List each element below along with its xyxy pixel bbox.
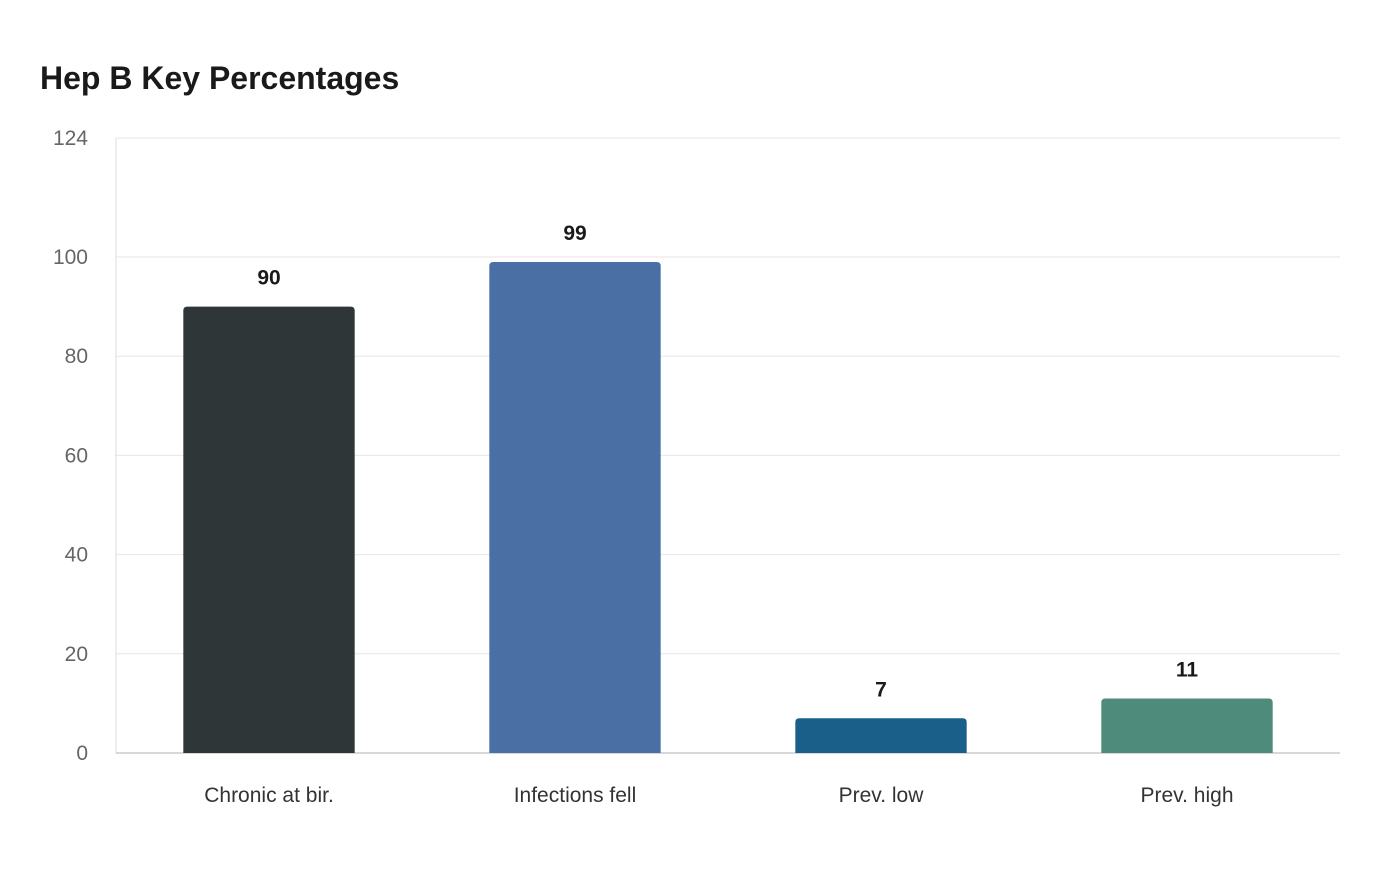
bar bbox=[489, 261, 661, 753]
y-tick-label: 100 bbox=[53, 246, 88, 269]
x-tick-label: Prev. low bbox=[839, 784, 925, 807]
y-tick-label: 80 bbox=[65, 345, 88, 368]
bar bbox=[183, 306, 355, 753]
x-tick-label: Chronic at bir. bbox=[204, 784, 334, 807]
y-tick-label: 0 bbox=[76, 742, 88, 765]
data-label: 11 bbox=[1176, 658, 1199, 681]
labels: 0 20 40 60 80 100 124 90 Chronic at bir. 99 Infect… bbox=[53, 127, 1234, 807]
y-tick-label: 40 bbox=[65, 544, 88, 567]
x-tick-label: Prev. high bbox=[1141, 784, 1234, 807]
chart-title: Hep B Key Percentages bbox=[40, 60, 400, 96]
bars bbox=[183, 261, 1273, 753]
y-tick-label: 124 bbox=[53, 127, 88, 150]
y-tick-label: 60 bbox=[65, 444, 88, 467]
y-tick-label: 20 bbox=[65, 643, 88, 666]
data-label: 90 bbox=[257, 267, 280, 290]
bar bbox=[795, 718, 967, 753]
x-tick-label: Infections fell bbox=[514, 784, 637, 807]
bar bbox=[1101, 698, 1273, 753]
data-label: 99 bbox=[563, 222, 586, 245]
data-label: 7 bbox=[875, 678, 887, 701]
